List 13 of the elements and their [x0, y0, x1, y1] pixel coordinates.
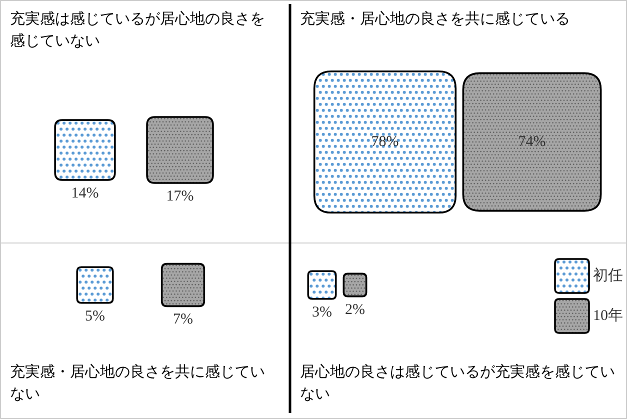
category-label: 充実感は感じているが居心地の良さを感じていない — [10, 10, 265, 50]
data-label: 3% — [312, 304, 332, 320]
data-label: 7% — [173, 312, 193, 328]
data-label: 17% — [166, 188, 194, 204]
legend-label: 10年 — [593, 306, 623, 324]
category-label: 充実感・居心地の良さを共に感じている — [300, 10, 570, 28]
category-label: 充実感・居心地の良さを共に感じていない — [10, 363, 265, 402]
data-label: 14% — [71, 185, 99, 202]
category-label: 居心地の良さは感じているが充実感を感じていない — [300, 363, 615, 402]
legend-label: 初任 — [593, 266, 623, 284]
data-label: 5% — [85, 308, 105, 324]
data-label: 74% — [518, 134, 546, 150]
data-label: 2% — [345, 302, 365, 318]
